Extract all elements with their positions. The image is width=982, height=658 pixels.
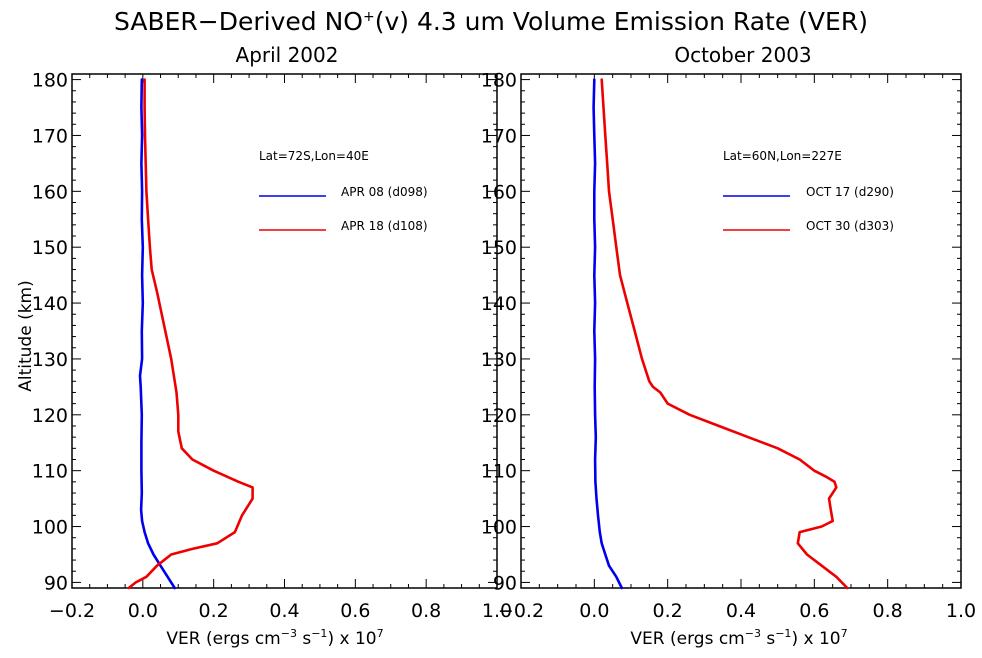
x-axis-label: VER (ergs cm−3 s−1) x 107 bbox=[630, 627, 847, 649]
chart-title: April 2002 bbox=[236, 43, 339, 67]
x-tick-label: 0.0 bbox=[128, 600, 158, 622]
location-annotation: Lat=72S,Lon=40E bbox=[259, 149, 369, 163]
y-tick-label: 170 bbox=[32, 125, 68, 147]
chart-title: October 2003 bbox=[674, 43, 811, 67]
x-tick-label: 0.4 bbox=[269, 600, 299, 622]
y-tick-label: 100 bbox=[32, 517, 68, 539]
x-tick-label: 1.0 bbox=[946, 600, 976, 622]
legend-label-oct-17: OCT 17 (d290) bbox=[806, 185, 894, 199]
y-tick-label: 180 bbox=[32, 70, 68, 92]
y-tick-label: 120 bbox=[32, 405, 68, 427]
x-tick-label: 0.0 bbox=[579, 600, 609, 622]
y-tick-label: 90 bbox=[44, 572, 68, 594]
y-tick-label: 100 bbox=[481, 517, 517, 539]
y-tick-label: 90 bbox=[493, 572, 517, 594]
y-tick-label: 140 bbox=[32, 293, 68, 315]
y-tick-label: 130 bbox=[481, 349, 517, 371]
y-tick-label: 110 bbox=[32, 461, 68, 483]
x-tick-label: −0.2 bbox=[49, 600, 95, 622]
x-tick-label: 0.6 bbox=[799, 600, 829, 622]
y-tick-label: 150 bbox=[32, 237, 68, 259]
y-tick-label: 120 bbox=[481, 405, 517, 427]
series-line-oct-17 bbox=[592, 78, 624, 590]
legend-label-apr-18: APR 18 (d108) bbox=[341, 219, 428, 233]
series-line-apr-08 bbox=[138, 78, 176, 590]
x-tick-label: 0.2 bbox=[199, 600, 229, 622]
y-tick-label: 150 bbox=[481, 237, 517, 259]
x-tick-label: 0.2 bbox=[653, 600, 683, 622]
y-tick-label: 160 bbox=[32, 181, 68, 203]
x-axis-label: VER (ergs cm−3 s−1) x 107 bbox=[166, 627, 383, 649]
y-tick-label: 180 bbox=[481, 70, 517, 92]
x-tick-label: 0.8 bbox=[411, 600, 441, 622]
x-tick-label: 0.4 bbox=[726, 600, 756, 622]
x-tick-label: 0.6 bbox=[340, 600, 370, 622]
legend-label-apr-08: APR 08 (d098) bbox=[341, 185, 428, 199]
series-line-apr-18 bbox=[127, 78, 254, 590]
y-tick-label: 110 bbox=[481, 461, 517, 483]
legend-label-oct-30: OCT 30 (d303) bbox=[806, 219, 894, 233]
x-tick-label: −0.2 bbox=[498, 600, 544, 622]
y-tick-label: 160 bbox=[481, 181, 517, 203]
figure-title: SABER−Derived NO+(v) 4.3 um Volume Emiss… bbox=[114, 7, 868, 36]
x-tick-label: 0.8 bbox=[873, 600, 903, 622]
location-annotation: Lat=60N,Lon=227E bbox=[723, 149, 842, 163]
y-tick-label: 140 bbox=[481, 293, 517, 315]
chart-october-2003: October 2003 VER (ergs cm−3 s−1) x 107 L… bbox=[481, 43, 976, 649]
chart-april-2002: April 2002 Altitude (km) VER (ergs cm−3 … bbox=[16, 43, 512, 649]
y-tick-label: 170 bbox=[481, 125, 517, 147]
y-axis-label: Altitude (km) bbox=[16, 280, 36, 392]
series-line-oct-30 bbox=[600, 78, 849, 590]
x-tick-label: 1.0 bbox=[482, 600, 512, 622]
y-tick-label: 130 bbox=[32, 349, 68, 371]
